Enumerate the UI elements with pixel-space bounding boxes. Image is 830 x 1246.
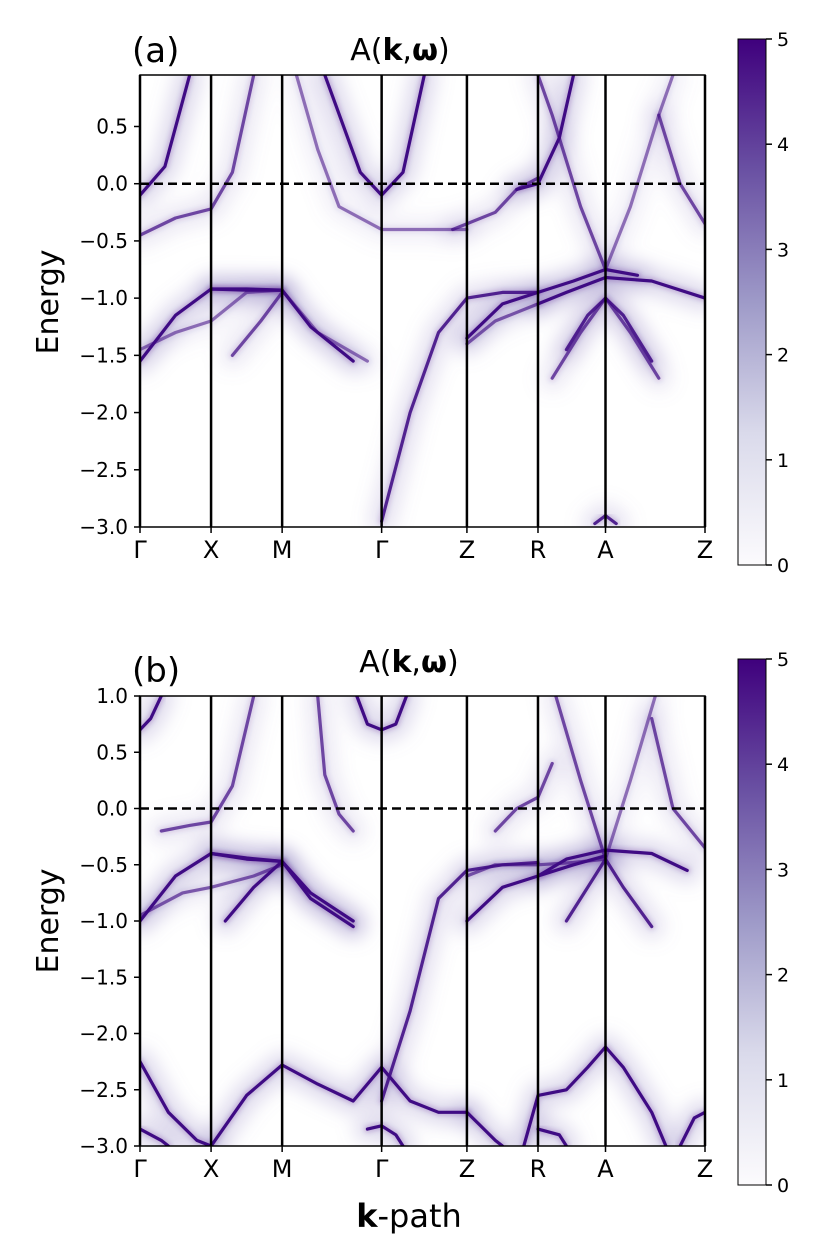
y-tick-label: −1.5	[79, 965, 128, 989]
band-line	[140, 288, 369, 363]
band-line	[140, 1060, 213, 1146]
colorbar-tick-label: 1	[777, 1070, 789, 1092]
band-line	[536, 75, 608, 272]
y-tick-label: −1.0	[79, 909, 128, 933]
colorbar-tick-label: 0	[777, 555, 789, 577]
band-line	[536, 1127, 568, 1146]
y-tick-label: −0.5	[79, 229, 128, 253]
band-line	[230, 290, 284, 357]
colorbar-ticks: 0 1 2 3 4 5	[766, 649, 789, 1197]
band-line	[380, 290, 540, 523]
k-label: M	[272, 1155, 293, 1183]
k-label: Z	[697, 1155, 713, 1183]
colorbar-tick-label: 3	[777, 239, 789, 261]
band-line	[294, 75, 469, 232]
band-line	[465, 302, 540, 346]
plot-area	[140, 75, 705, 527]
x-axis-label: k-path	[356, 1197, 462, 1235]
y-tick-label: −3.0	[79, 1134, 128, 1158]
y-tick-label: −3.0	[79, 515, 128, 539]
y-tick-label: −2.0	[79, 401, 128, 425]
band-line	[316, 696, 355, 833]
panel-b: (b) A(k,ω) Energy −3.0 −2.5 −2.0 −1.5 −1.0 −0…	[31, 645, 789, 1235]
plot-area	[140, 696, 705, 1146]
y-axis-label: Energy	[31, 868, 66, 973]
colorbar-tick-label: 2	[777, 965, 789, 987]
band-line	[140, 75, 192, 197]
k-label: Γ	[133, 1155, 147, 1183]
band-line	[515, 75, 576, 191]
band-line	[493, 761, 554, 833]
colorbar-tick-label: 5	[777, 649, 789, 671]
band-line	[554, 696, 608, 861]
band-line	[465, 1110, 505, 1146]
k-label: Z	[459, 1155, 475, 1183]
colorbar: 0 1 2 3 4 5	[737, 29, 789, 577]
band-line	[678, 1110, 705, 1146]
k-label: X	[203, 1155, 219, 1183]
y-tick-label: −2.0	[79, 1022, 128, 1046]
y-tick-label: 0.5	[96, 740, 128, 764]
k-label: A	[597, 1155, 614, 1183]
band-line	[522, 1045, 668, 1146]
band-line	[140, 696, 163, 732]
k-label: R	[530, 536, 547, 564]
band-line	[603, 75, 675, 272]
colorbar-tick-label: 3	[777, 859, 789, 881]
k-label: Γ	[375, 536, 389, 564]
chart-title: A(k,ω)	[359, 645, 459, 680]
y-ticks: −3.0 −2.5 −2.0 −1.5 −1.0 −0.5 0.0 0.5	[79, 114, 140, 539]
y-tick-label: −2.5	[79, 1078, 128, 1102]
panel-a: (a) A(k,ω) Energy −3.0 −2.5 −2.0 −1.5 −1.0 −0…	[31, 29, 789, 577]
y-tick-label: −0.5	[79, 853, 128, 877]
k-label: X	[203, 536, 219, 564]
k-label: A	[597, 536, 614, 564]
colorbar-tick-label: 4	[777, 754, 789, 776]
plot-frame	[139, 74, 706, 528]
colorbar: 0 1 2 3 4 5	[737, 649, 789, 1197]
colorbar-tick-label: 2	[777, 345, 789, 367]
colorbar-gradient	[737, 38, 767, 566]
y-axis-label: Energy	[31, 249, 66, 354]
k-label: R	[530, 1155, 547, 1183]
colorbar-tick-label: 0	[777, 1175, 789, 1197]
panel-label: (a)	[132, 31, 179, 71]
k-label: Γ	[375, 1155, 389, 1183]
band-line	[209, 1063, 469, 1146]
band-line	[603, 696, 657, 861]
colorbar-tick-label: 1	[777, 450, 789, 472]
y-tick-label: −1.5	[79, 343, 128, 367]
k-label: M	[272, 536, 293, 564]
colorbar-ticks: 0 1 2 3 4 5	[766, 29, 789, 577]
colorbar-gradient	[737, 658, 767, 1186]
colorbar-tick-label: 5	[777, 29, 789, 51]
chart-title: A(k,ω)	[350, 33, 450, 68]
y-tick-label: −1.0	[79, 286, 128, 310]
panel-label: (b)	[132, 651, 180, 691]
k-label: Z	[697, 536, 713, 564]
k-label: Γ	[133, 536, 147, 564]
y-tick-label: 0.5	[96, 114, 128, 138]
colorbar-tick-label: 4	[777, 134, 789, 156]
y-tick-label: 0.0	[96, 172, 128, 196]
band-line	[140, 1127, 170, 1146]
y-tick-label: 0.0	[96, 797, 128, 821]
k-label: Z	[459, 536, 475, 564]
y-ticks: −3.0 −2.5 −2.0 −1.5 −1.0 −0.5 0.0 0.5 1.0	[79, 684, 140, 1158]
y-tick-label: −2.5	[79, 458, 128, 482]
band-line	[365, 1124, 405, 1146]
band-line	[465, 267, 640, 340]
y-tick-label: 1.0	[96, 684, 128, 708]
